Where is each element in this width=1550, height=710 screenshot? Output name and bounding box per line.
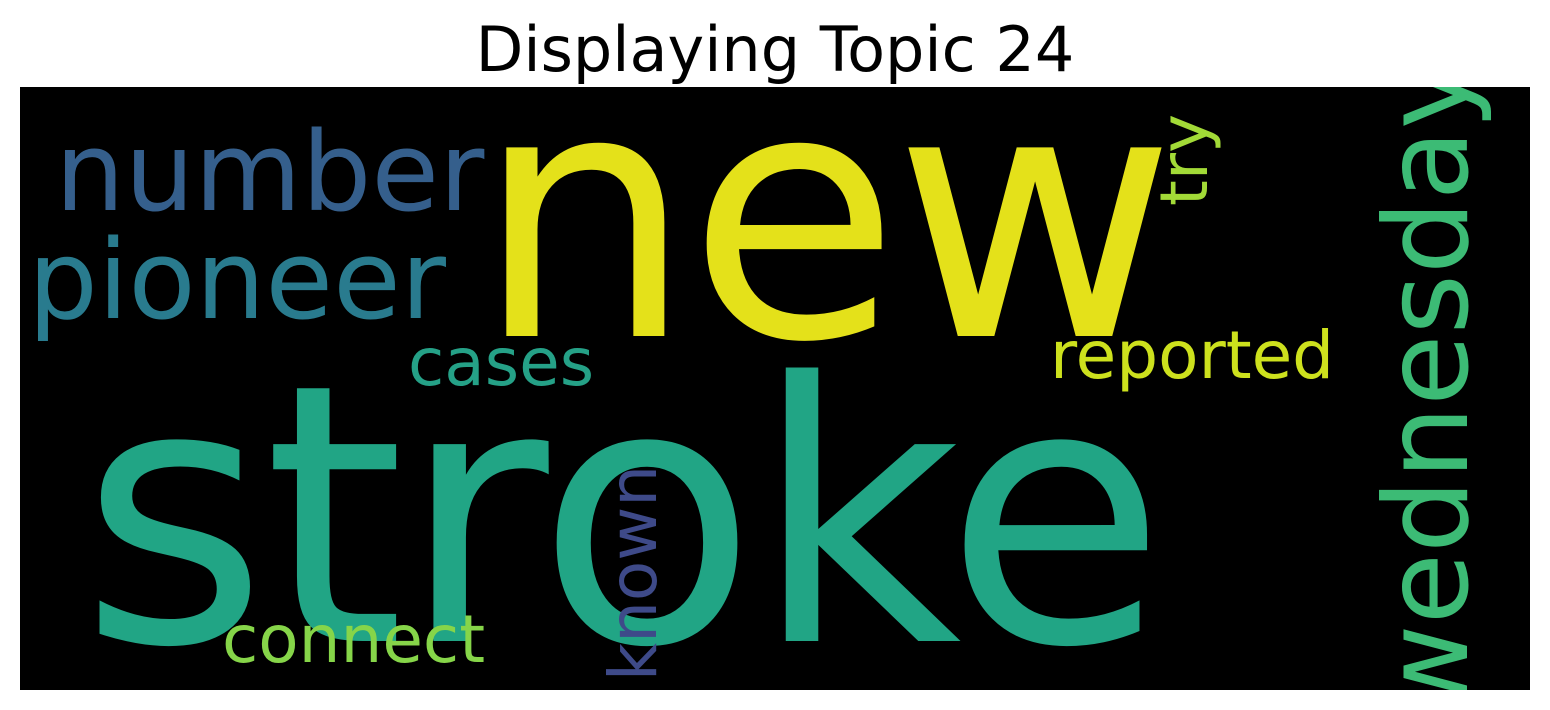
- word-known: known: [595, 464, 672, 682]
- word-cases: cases: [408, 324, 595, 401]
- figure-title: Displaying Topic 24: [475, 13, 1075, 86]
- word-cloud: stroke new number pioneer cases reported…: [20, 87, 1530, 690]
- word-try: try: [1146, 113, 1223, 207]
- word-wednesday: wednesday: [1360, 87, 1495, 690]
- word-known-box: known: [595, 465, 672, 681]
- word-pioneer: pioneer: [28, 216, 446, 344]
- word-number: number: [55, 108, 485, 236]
- word-wednesday-box: wednesday: [1360, 87, 1495, 690]
- word-new: new: [475, 87, 1176, 418]
- word-reported: reported: [1050, 317, 1335, 394]
- word-connect: connect: [222, 601, 486, 678]
- word-try-box: try: [1146, 95, 1223, 225]
- word-stroke: stroke: [80, 307, 1166, 691]
